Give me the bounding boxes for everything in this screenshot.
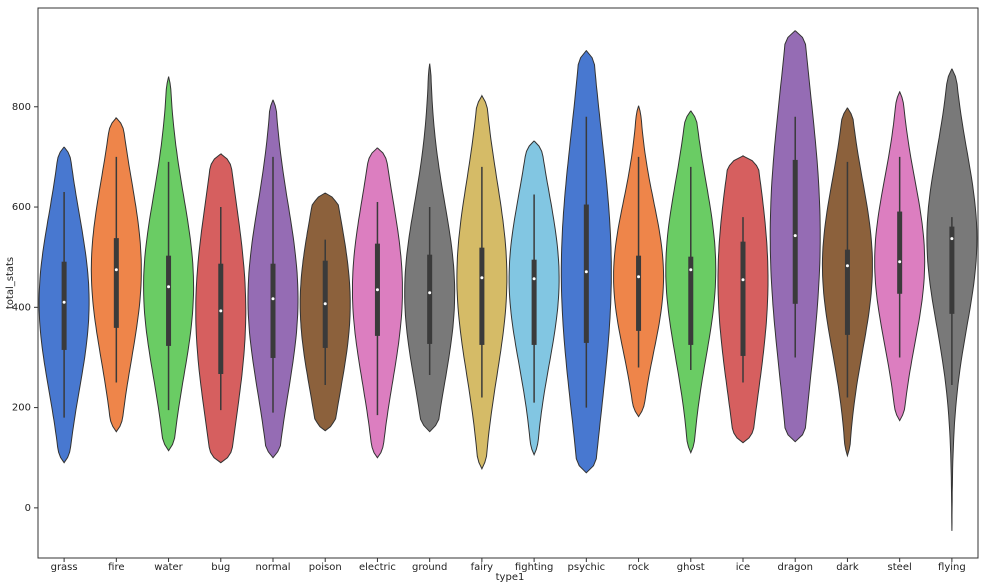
median <box>62 300 66 304</box>
x-tick-label: grass <box>51 562 78 573</box>
box <box>61 261 67 350</box>
x-tick-label: dark <box>836 562 859 573</box>
median <box>271 297 275 301</box>
x-tick-label: dragon <box>778 562 813 573</box>
box <box>583 204 589 343</box>
box <box>427 254 433 344</box>
x-tick-label: psychic <box>568 562 606 573</box>
median <box>167 285 171 289</box>
x-tick-label: normal <box>255 562 290 573</box>
median <box>637 275 641 279</box>
x-tick-label: steel <box>888 562 912 573</box>
y-tick-label: 800 <box>12 102 31 113</box>
box <box>792 159 798 304</box>
y-axis-label: total_stats <box>5 257 16 309</box>
x-tick-label: rock <box>628 562 650 573</box>
box <box>270 263 276 358</box>
x-tick-label: fire <box>108 562 124 573</box>
box <box>897 211 903 294</box>
box <box>166 255 172 346</box>
median <box>584 270 588 274</box>
box <box>113 238 119 328</box>
y-tick-label: 0 <box>25 503 31 514</box>
x-axis-label: type1 <box>496 572 525 582</box>
median <box>323 302 327 306</box>
median <box>689 268 693 272</box>
x-tick-label: ice <box>736 562 750 573</box>
box <box>844 249 850 335</box>
box <box>636 255 642 331</box>
box <box>688 256 694 345</box>
median <box>428 291 432 295</box>
median <box>898 260 902 264</box>
median <box>480 276 484 280</box>
box <box>218 263 224 374</box>
x-tick-label: fairy <box>471 562 494 573</box>
median <box>741 278 745 282</box>
x-tick-label: flying <box>938 562 966 573</box>
median <box>845 264 849 268</box>
x-tick-label: water <box>154 562 183 573</box>
median <box>114 268 118 272</box>
median <box>950 237 954 241</box>
y-tick-label: 600 <box>12 202 31 213</box>
median <box>532 277 536 281</box>
x-tick-label: fighting <box>515 562 553 573</box>
median <box>375 288 379 292</box>
y-tick-label: 400 <box>12 302 31 313</box>
box <box>740 241 746 356</box>
x-tick-label: bug <box>211 562 230 573</box>
y-tick-label: 200 <box>12 403 31 414</box>
x-tick-label: electric <box>359 562 396 573</box>
plot-frame <box>37 7 979 559</box>
box <box>479 247 485 345</box>
median <box>793 234 797 238</box>
median <box>219 309 223 313</box>
box <box>531 259 537 345</box>
box <box>949 226 955 314</box>
x-tick-label: poison <box>309 562 342 573</box>
x-tick-label: ground <box>412 562 447 573</box>
x-tick-label: ghost <box>677 562 705 573</box>
